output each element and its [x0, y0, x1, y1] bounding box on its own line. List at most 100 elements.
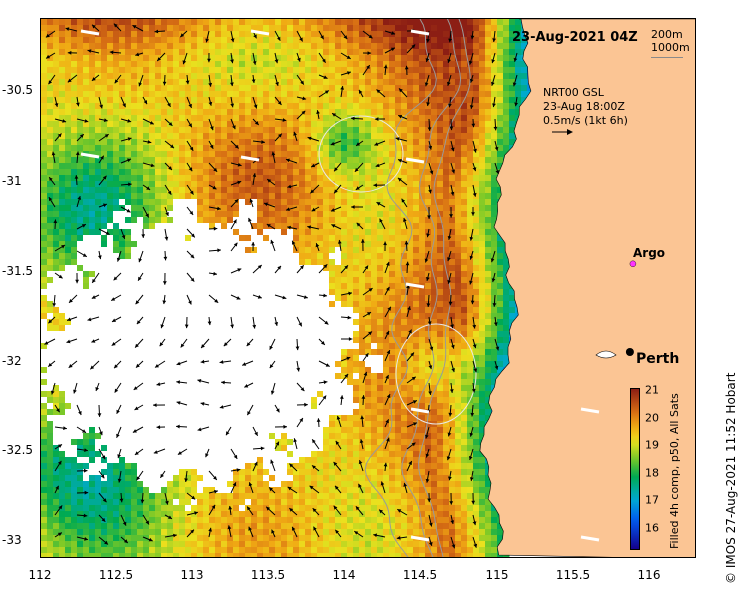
current-arrowhead — [336, 415, 341, 420]
colorbar-tick: 21 — [645, 383, 659, 397]
current-arrowhead — [54, 103, 59, 107]
current-arrowhead — [236, 296, 241, 300]
current-arrowhead — [103, 203, 107, 208]
current-arrowhead — [95, 387, 99, 391]
current-arrowhead — [84, 490, 89, 495]
y-tick-label: -32 — [2, 354, 22, 368]
current-arrowhead — [81, 224, 86, 228]
current-arrowhead — [495, 170, 500, 174]
current-arrowhead — [92, 24, 96, 29]
current-arrowhead — [113, 276, 118, 281]
current-arrowhead — [428, 391, 432, 395]
current-arrowhead — [468, 456, 473, 460]
current-arrowhead — [449, 501, 454, 505]
current-arrowhead — [91, 77, 96, 81]
current-arrowhead — [99, 104, 103, 109]
map-title: 23-Aug-2021 04Z — [512, 30, 638, 45]
current-arrowhead — [261, 140, 265, 144]
current-arrowhead — [335, 485, 339, 490]
current-arrowhead — [473, 368, 478, 373]
current-arrowhead — [247, 506, 251, 511]
current-arrowhead — [269, 364, 274, 369]
current-arrowhead — [153, 403, 157, 407]
current-arrowhead — [180, 33, 185, 38]
current-arrowhead — [471, 212, 475, 216]
x-tick-label: 112.5 — [98, 568, 134, 582]
current-arrowhead — [233, 219, 237, 224]
current-arrowhead — [257, 295, 262, 299]
current-arrowhead — [254, 431, 258, 436]
current-arrowhead — [386, 350, 391, 355]
x-tick-label: 113.5 — [250, 568, 286, 582]
current-arrowhead — [104, 540, 108, 545]
colorbar-tick: 18 — [645, 466, 659, 480]
current-arrowhead — [451, 544, 456, 549]
current-arrowhead — [133, 386, 138, 390]
current-arrowhead — [56, 408, 60, 413]
current-arrowhead — [337, 240, 342, 244]
current-arrowhead — [376, 89, 381, 94]
current-arrowhead — [512, 82, 517, 87]
current-arrowhead — [246, 342, 251, 347]
current-arrowhead — [160, 473, 164, 478]
current-arrowhead — [343, 35, 348, 40]
current-arrowhead — [470, 35, 475, 40]
current-arrowhead — [408, 461, 412, 465]
current-arrowhead — [311, 163, 316, 168]
current-arrowhead — [373, 533, 378, 538]
current-arrowhead — [469, 477, 474, 481]
sst-map-canvas[interactable] — [41, 19, 696, 558]
current-arrowhead — [134, 451, 139, 455]
drifter-arrow — [240, 282, 260, 289]
current-arrowhead — [168, 515, 172, 519]
current-arrowhead — [219, 360, 224, 364]
current-arrowhead — [426, 38, 430, 43]
current-arrowhead — [266, 224, 271, 228]
sst-map[interactable] — [40, 18, 696, 558]
current-arrowhead — [451, 344, 455, 349]
current-arrowhead — [307, 225, 312, 230]
current-arrowhead — [237, 162, 242, 167]
current-arrowhead — [471, 388, 476, 393]
x-tick-label: 114 — [332, 568, 356, 582]
current-arrowhead — [289, 508, 294, 512]
current-arrowhead — [83, 468, 88, 473]
current-arrowhead — [252, 61, 257, 65]
drifter-arrow — [410, 29, 430, 36]
current-arrowhead — [123, 539, 128, 543]
current-arrowhead — [374, 117, 379, 121]
current-arrowhead — [299, 418, 303, 422]
current-arrowhead — [470, 412, 475, 417]
current-arrowhead — [233, 454, 238, 459]
current-arrowhead — [376, 202, 381, 206]
current-arrowhead — [316, 418, 321, 422]
current-arrowhead — [234, 144, 239, 149]
x-tick-label: 114.5 — [402, 568, 438, 582]
current-arrowhead — [267, 179, 272, 183]
current-arrowhead — [323, 293, 327, 298]
current-arrowhead — [252, 324, 257, 329]
current-arrowhead — [492, 103, 496, 108]
current-arrowhead — [324, 320, 329, 325]
current-arrowhead — [75, 279, 79, 284]
current-arrowhead — [425, 478, 430, 483]
contour-shelf — [418, 19, 471, 557]
current-arrowhead — [201, 344, 205, 348]
current-arrowhead — [48, 362, 53, 367]
current-arrowhead — [333, 461, 338, 466]
current-arrowhead — [366, 65, 370, 70]
current-arrowhead — [214, 299, 219, 303]
current-arrowhead — [391, 31, 396, 35]
argo-marker — [629, 260, 637, 268]
current-arrowhead — [447, 59, 451, 63]
current-arrowhead — [116, 409, 120, 414]
current-arrowhead — [190, 277, 195, 282]
coastline — [479, 19, 695, 557]
current-arrowhead — [138, 276, 142, 281]
current-arrowhead — [253, 104, 258, 109]
current-arrowhead — [385, 330, 390, 335]
current-arrowhead — [408, 329, 412, 334]
current-arrowhead — [472, 167, 477, 172]
current-arrowhead — [373, 183, 377, 188]
current-arrowhead — [109, 50, 114, 55]
